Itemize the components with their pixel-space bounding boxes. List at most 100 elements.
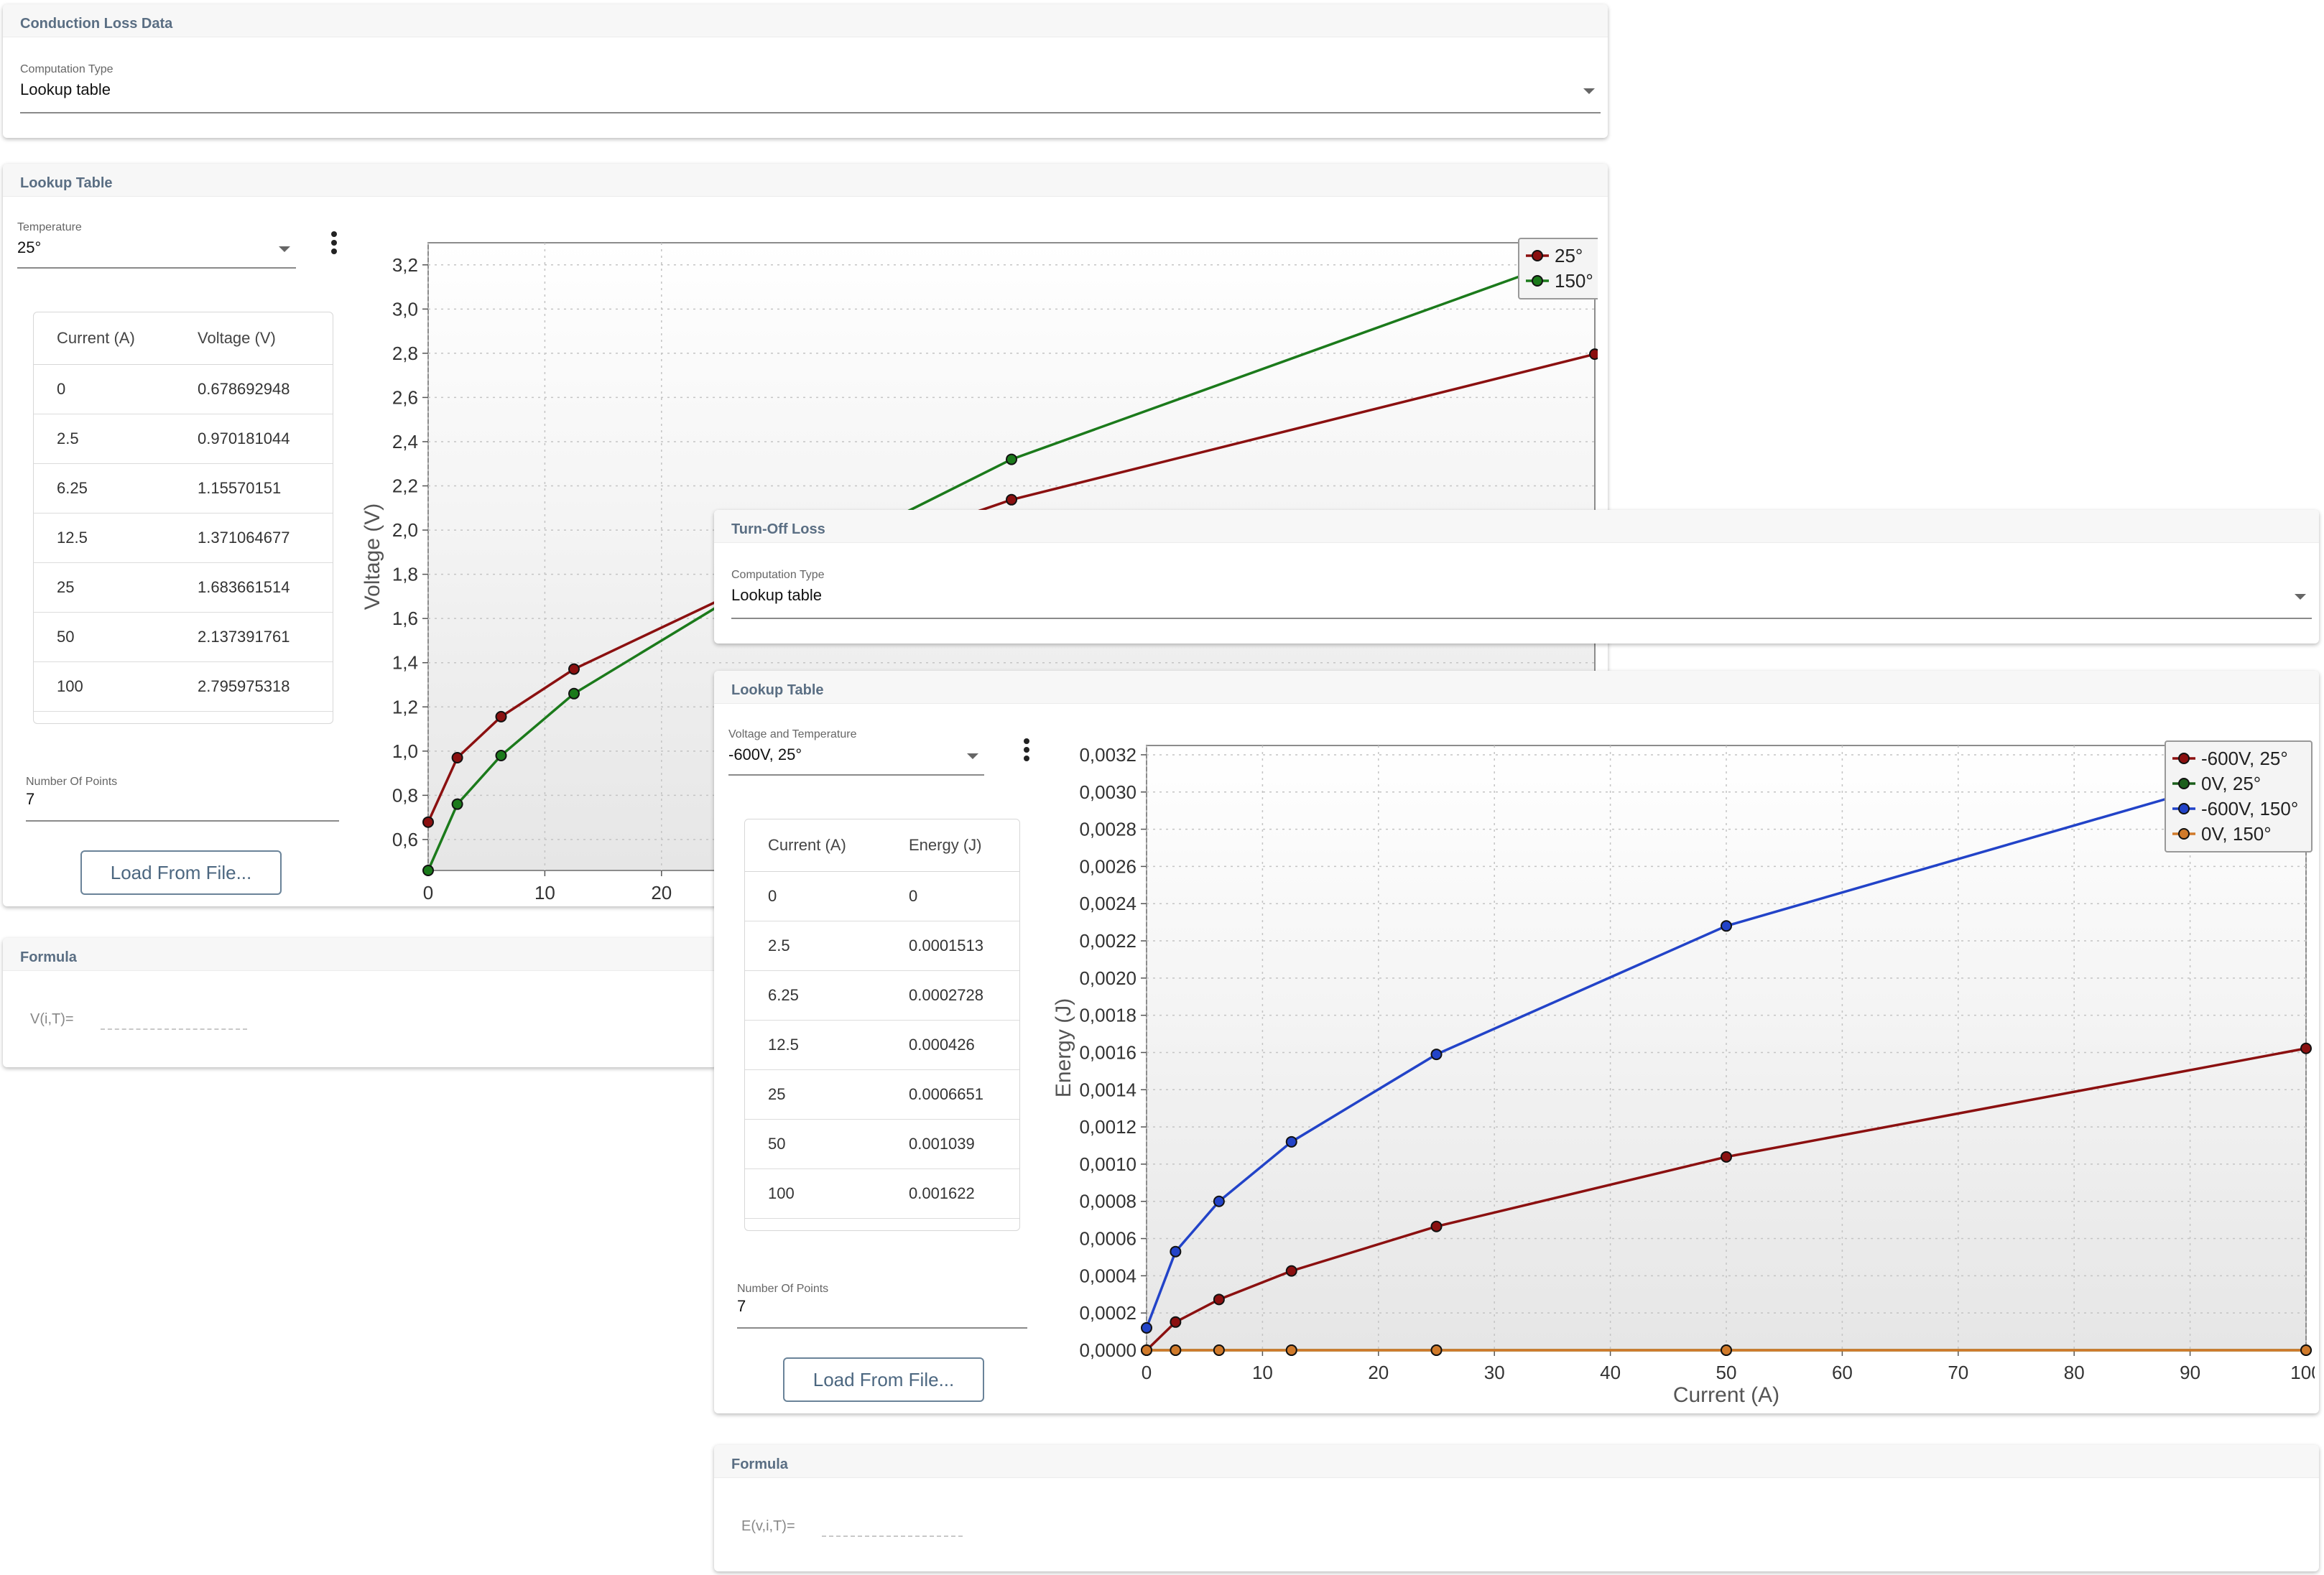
cell-current[interactable]: 2.5: [768, 937, 790, 954]
cell-current[interactable]: 0: [57, 380, 66, 398]
y-tick-label: 0,0016: [1079, 1041, 1136, 1063]
plot-area: [1146, 745, 2307, 1351]
table-row[interactable]: 2.5 0.0001513: [745, 921, 1019, 971]
cell-current[interactable]: 6.25: [768, 986, 799, 1004]
table-row[interactable]: 25 1.683661514: [34, 563, 333, 613]
number-of-points-value[interactable]: 7: [737, 1297, 746, 1315]
more-options-icon[interactable]: [330, 231, 338, 257]
x-tick-label: 30: [1484, 1362, 1505, 1383]
voltage-temperature-select[interactable]: Voltage and Temperature -600V, 25°: [728, 728, 984, 776]
chevron-down-icon[interactable]: [967, 753, 978, 759]
cell-current[interactable]: 50: [57, 628, 75, 646]
computation-type-select[interactable]: Computation Type Lookup table: [20, 63, 1601, 113]
legend-label: 0V, 150°: [2201, 823, 2272, 845]
table-row[interactable]: 2.5 0.970181044: [34, 414, 333, 464]
cell-voltage[interactable]: 0.678692948: [198, 380, 290, 398]
y-tick-label: 0,0002: [1079, 1302, 1136, 1324]
cell-energy[interactable]: 0.0001513: [909, 937, 983, 954]
cell-energy[interactable]: 0.001622: [909, 1184, 975, 1202]
chevron-down-icon[interactable]: [2295, 594, 2306, 600]
cell-voltage[interactable]: 1.15570151: [198, 479, 282, 497]
legend-swatch-marker: [1532, 275, 1543, 287]
formula-input[interactable]: [822, 1535, 963, 1537]
temperature-select[interactable]: Temperature 25°: [17, 221, 296, 269]
table-row[interactable]: 25 0.0006651: [745, 1070, 1019, 1120]
table-row[interactable]: 6.25 1.15570151: [34, 464, 333, 514]
data-point: [2300, 1042, 2312, 1054]
cell-energy[interactable]: 0.0002728: [909, 986, 983, 1004]
data-point: [1170, 1316, 1182, 1328]
formula-label: E(v,i,T)=: [741, 1518, 795, 1534]
chevron-down-icon[interactable]: [279, 246, 290, 252]
y-tick-label: 0,0004: [1079, 1265, 1136, 1286]
field-underline: [20, 112, 1601, 113]
cell-voltage[interactable]: 2.795975318: [198, 677, 290, 695]
cell-voltage[interactable]: 2.137391761: [198, 628, 290, 646]
cell-current[interactable]: 2.5: [57, 429, 79, 447]
energy-chart: 0 10 20 30 40 50 60 70 80 90 100 0,0000 0,0002 0,0004…: [1052, 740, 2315, 1407]
y-tick-label: 0,6: [392, 829, 418, 850]
cell-energy[interactable]: 0.001039: [909, 1135, 975, 1153]
formula-header: Formula: [3, 938, 717, 971]
cell-current[interactable]: 50: [768, 1135, 786, 1153]
formula-input[interactable]: [101, 1028, 247, 1030]
chevron-down-icon[interactable]: [1583, 88, 1595, 94]
x-tick-label: 10: [534, 882, 555, 903]
cell-current[interactable]: 100: [57, 677, 83, 695]
y-tick-label: 0,0024: [1079, 893, 1136, 914]
data-point: [2300, 1344, 2312, 1356]
data-point: [1213, 1293, 1225, 1306]
y-tick-label: 2,4: [392, 431, 418, 452]
cell-current[interactable]: 25: [57, 578, 75, 596]
cell-voltage[interactable]: 1.683661514: [198, 578, 290, 596]
cell-voltage[interactable]: 0.970181044: [198, 429, 290, 447]
table-row[interactable]: 12.5 0.000426: [745, 1021, 1019, 1070]
y-tick-label: 0,0018: [1079, 1005, 1136, 1026]
table-row[interactable]: 6.25 0.0002728: [745, 971, 1019, 1021]
voltage-temperature-label: Voltage and Temperature: [728, 728, 857, 740]
y-tick-label: 0,0028: [1079, 819, 1136, 840]
number-of-points-value[interactable]: 7: [26, 790, 35, 808]
table-row[interactable]: 50 2.137391761: [34, 613, 333, 662]
turnoff-lookup-card: Lookup Table Voltage and Temperature -60…: [714, 671, 2319, 1413]
cell-current[interactable]: 12.5: [768, 1036, 799, 1054]
legend-swatch-marker: [2178, 803, 2190, 814]
table-row[interactable]: 0 0.678692948: [34, 365, 333, 414]
data-point: [1141, 1344, 1152, 1356]
data-point: [1285, 1265, 1297, 1277]
cell-current[interactable]: 100: [768, 1184, 795, 1202]
table-row[interactable]: 100 0.001622: [745, 1169, 1019, 1219]
lookup-table-header: Lookup Table: [3, 164, 1608, 197]
cell-energy[interactable]: 0: [909, 887, 918, 905]
lookup-table-header: Lookup Table: [714, 671, 2319, 704]
number-of-points-field[interactable]: Number Of Points 7: [737, 1283, 1027, 1329]
computation-type-value: Lookup table: [731, 586, 822, 604]
computation-type-value: Lookup table: [20, 80, 111, 98]
y-axis-label: Energy (J): [1052, 998, 1075, 1097]
load-from-file-button[interactable]: Load From File...: [80, 850, 282, 895]
load-from-file-button[interactable]: Load From File...: [783, 1357, 984, 1402]
computation-type-select[interactable]: Computation Type Lookup table: [731, 569, 2312, 619]
cell-current[interactable]: 25: [768, 1085, 786, 1103]
cell-current[interactable]: 12.5: [57, 529, 88, 547]
legend-label: -600V, 150°: [2201, 798, 2298, 819]
cell-energy[interactable]: 0.0006651: [909, 1085, 983, 1103]
temperature-label: Temperature: [17, 221, 82, 233]
table-row[interactable]: 50 0.001039: [745, 1120, 1019, 1169]
x-tick-label: 40: [1600, 1362, 1621, 1383]
more-options-icon[interactable]: [1023, 738, 1030, 764]
cell-voltage[interactable]: 1.371064677: [198, 529, 290, 547]
cell-current[interactable]: 6.25: [57, 479, 88, 497]
legend-swatch-marker: [1532, 250, 1543, 261]
cell-current[interactable]: 0: [768, 887, 777, 905]
number-of-points-field[interactable]: Number Of Points 7: [26, 776, 339, 822]
number-of-points-label: Number Of Points: [26, 776, 118, 788]
y-tick-label: 0,8: [392, 784, 418, 806]
data-point: [1721, 1151, 1732, 1163]
cell-energy[interactable]: 0.000426: [909, 1036, 975, 1054]
data-point: [1170, 1245, 1182, 1258]
table-row[interactable]: 12.5 1.371064677: [34, 514, 333, 563]
table-row[interactable]: 100 2.795975318: [34, 662, 333, 712]
turnoff-formula-card: Formula E(v,i,T)=: [714, 1445, 2319, 1571]
